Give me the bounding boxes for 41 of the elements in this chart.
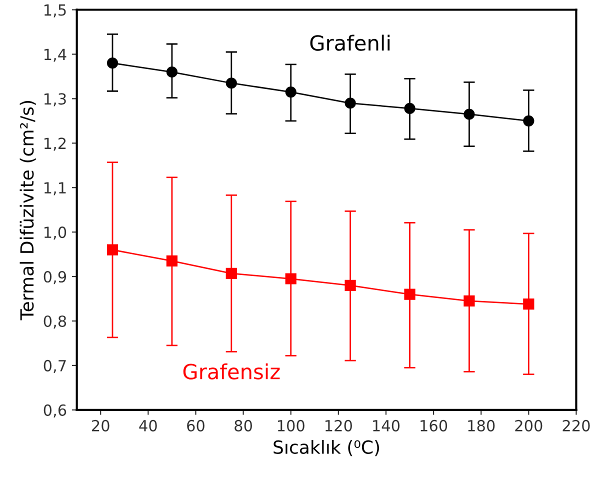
- x-tick-label: 140: [373, 420, 400, 432]
- x-tick-label: 220: [562, 420, 590, 432]
- point: [226, 78, 237, 89]
- x-axis-title: Sıcaklık (⁰C): [274, 440, 380, 456]
- x-tick-label: 200: [515, 420, 542, 432]
- text: Grafensiz: [183, 363, 280, 380]
- y-tick-label: 1,4: [44, 48, 66, 62]
- y-tick-label: 0,7: [44, 360, 66, 374]
- x-tick-label: 120: [326, 420, 352, 432]
- point: [166, 255, 178, 267]
- point: [464, 108, 475, 120]
- y-tick-label: 0,9: [44, 271, 66, 284]
- y-tick-label: 0,6: [44, 404, 66, 418]
- x-tick-label: 80: [234, 420, 252, 432]
- x-tick-label: 180: [468, 420, 495, 432]
- point: [106, 58, 118, 69]
- point: [523, 298, 534, 310]
- x-tick-label: 160: [420, 420, 448, 432]
- x-tick-label: 20: [92, 420, 110, 432]
- y-tick-label: 0,8: [44, 315, 66, 329]
- point: [344, 98, 356, 109]
- x-tick-label: 40: [139, 420, 157, 432]
- y-tick-label: 1,5: [44, 4, 66, 18]
- x-tick-label: 100: [278, 420, 304, 432]
- y-tick-label: 1,0: [44, 226, 66, 240]
- y-tick-label: 1,1: [44, 182, 66, 196]
- point: [404, 288, 416, 300]
- point: [344, 280, 356, 291]
- x-tick-label: 60: [187, 420, 204, 432]
- point: [226, 268, 237, 279]
- point: [523, 115, 534, 126]
- y-axis-title: Termal Difüzivite (cm²/s): [20, 101, 36, 320]
- point: [285, 273, 296, 284]
- y-tick-label: 1,3: [44, 93, 66, 106]
- point: [166, 66, 178, 78]
- y-tick-label: 1,2: [44, 138, 66, 151]
- point: [285, 86, 296, 98]
- point: [106, 244, 118, 256]
- point: [404, 102, 416, 114]
- series-label: Grafenli: [310, 34, 390, 51]
- point: [464, 295, 475, 307]
